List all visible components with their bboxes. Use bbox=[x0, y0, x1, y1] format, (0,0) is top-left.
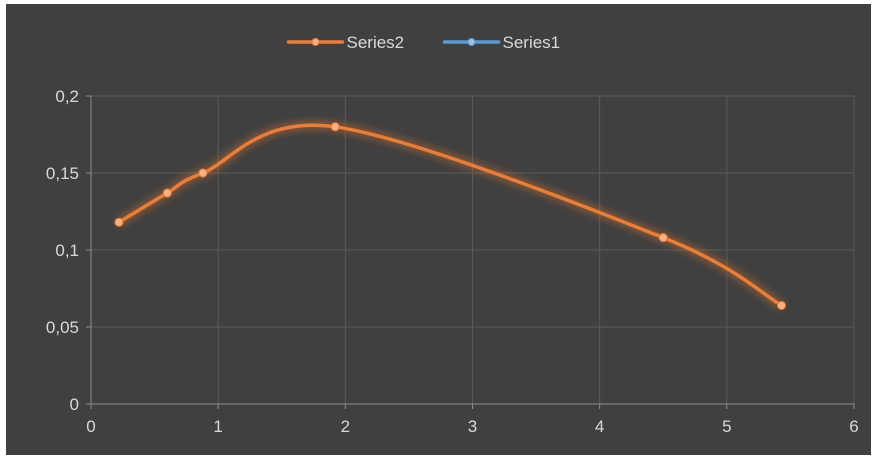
legend-item-Series1: Series1 bbox=[442, 33, 561, 52]
x-tick-label: 4 bbox=[595, 417, 604, 436]
y-tick-labels: 0 0,05 0,1 0,15 0,2 bbox=[46, 87, 79, 414]
legend-label: Series1 bbox=[503, 33, 561, 52]
legend-item-Series2: Series2 bbox=[286, 33, 405, 52]
chart-svg: 0 1 2 3 4 5 6 0 0,05 0,1 0,15 0,2 Series2 Series1 bbox=[46, 33, 859, 436]
data-point bbox=[658, 233, 668, 243]
data-point bbox=[162, 188, 172, 198]
data-point bbox=[330, 122, 340, 132]
plot-area bbox=[114, 122, 787, 310]
chart-area: 0 1 2 3 4 5 6 0 0,05 0,1 0,15 0,2 Series2 Series1 bbox=[6, 4, 871, 455]
data-point bbox=[777, 300, 787, 310]
y-tick-label: 0,2 bbox=[55, 87, 79, 106]
data-point bbox=[114, 217, 124, 227]
x-tick-labels: 0 1 2 3 4 5 6 bbox=[86, 417, 858, 436]
legend-swatch-marker bbox=[467, 38, 476, 46]
x-tick-label: 1 bbox=[213, 417, 222, 436]
legend: Series2 Series1 bbox=[286, 33, 561, 52]
axes bbox=[86, 95, 855, 409]
x-tick-label: 3 bbox=[468, 417, 477, 436]
y-tick-label: 0 bbox=[70, 395, 79, 414]
data-point bbox=[198, 168, 208, 178]
y-tick-label: 0,1 bbox=[55, 241, 79, 260]
y-tick-label: 0,05 bbox=[46, 318, 79, 337]
x-tick-label: 0 bbox=[86, 417, 95, 436]
y-tick-label: 0,15 bbox=[46, 164, 79, 183]
legend-label: Series2 bbox=[347, 33, 405, 52]
gridlines bbox=[91, 95, 855, 404]
legend-swatch-marker bbox=[311, 38, 320, 46]
x-tick-label: 2 bbox=[341, 417, 350, 436]
x-tick-label: 6 bbox=[849, 417, 858, 436]
x-tick-label: 5 bbox=[722, 417, 731, 436]
